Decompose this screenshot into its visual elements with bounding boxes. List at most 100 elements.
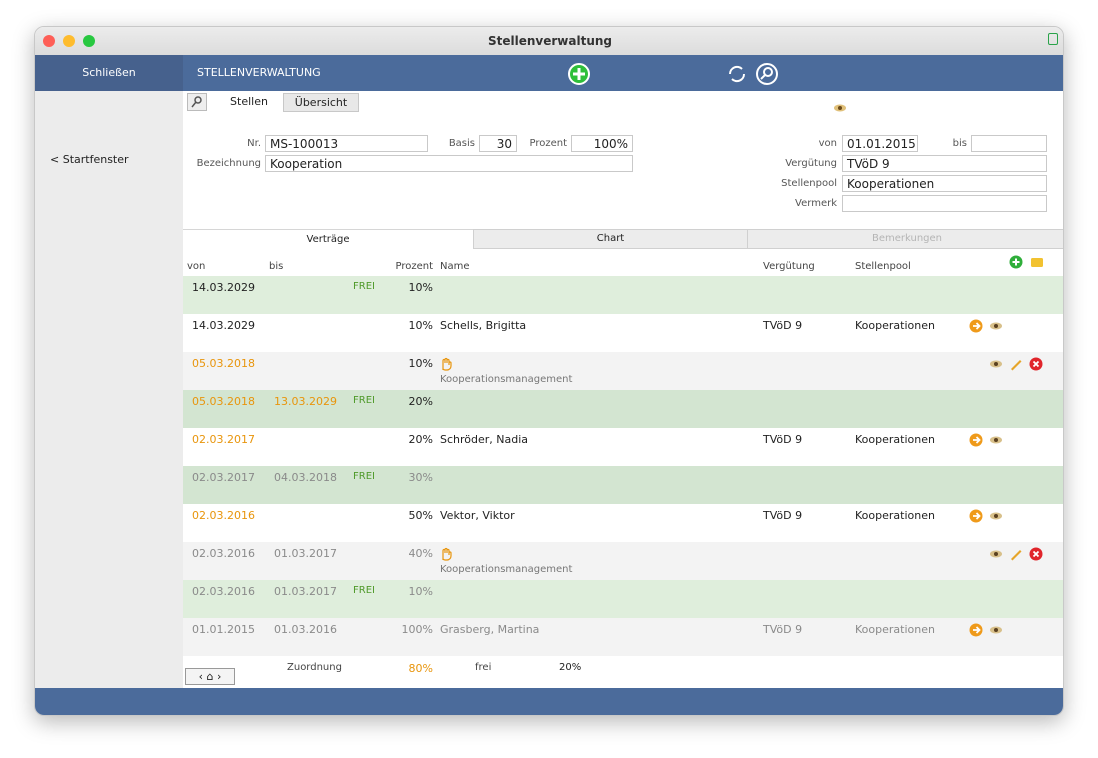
edit-button[interactable] bbox=[1009, 357, 1023, 371]
zoom-dot[interactable] bbox=[83, 35, 95, 47]
column-header: bis bbox=[269, 261, 284, 272]
column-header: von bbox=[187, 261, 206, 272]
table-row[interactable]: 14.03.2029 10% Schells, Brigitta TVöD 9 Koop… bbox=[183, 314, 1063, 352]
cell-name: Grasberg, Martina bbox=[440, 623, 540, 636]
view-button[interactable] bbox=[989, 357, 1003, 371]
refresh-button[interactable] bbox=[725, 62, 749, 86]
cell-bis: 01.03.2016 bbox=[274, 623, 337, 636]
cell-bis: 13.03.2029 bbox=[274, 395, 337, 408]
subtab[interactable]: Chart bbox=[473, 229, 748, 249]
cell-prozent: 20% bbox=[408, 433, 433, 446]
field-label: bis bbox=[952, 138, 967, 149]
cell-von: 05.03.2018 bbox=[192, 357, 255, 370]
view-button[interactable] bbox=[989, 547, 1003, 561]
cell-prozent: 50% bbox=[408, 509, 433, 522]
text-field[interactable]: 01.01.2015 bbox=[842, 135, 918, 152]
cell-von: 14.03.2029 bbox=[192, 281, 255, 294]
close-dot[interactable] bbox=[43, 35, 55, 47]
subtab[interactable]: Bemerkungen bbox=[747, 229, 1063, 249]
column-header: Stellenpool bbox=[855, 261, 911, 272]
table-row[interactable]: 01.01.2015 01.03.2016 100% Grasberg, Martin… bbox=[183, 618, 1063, 656]
view-button[interactable] bbox=[989, 319, 1003, 333]
open-button[interactable] bbox=[969, 623, 983, 637]
cell-frei: FREI bbox=[353, 395, 375, 406]
field-label: von bbox=[818, 138, 837, 149]
field-label: Nr. bbox=[247, 138, 261, 149]
cell-von: 02.03.2016 bbox=[192, 547, 255, 560]
open-button[interactable] bbox=[969, 319, 983, 333]
search-button[interactable] bbox=[755, 62, 779, 86]
table-row[interactable]: 02.03.2016 01.03.2017 40% Kooperationsmanag… bbox=[183, 542, 1063, 580]
field-label: Basis bbox=[448, 138, 475, 149]
back-link[interactable]: < Startfenster bbox=[50, 153, 129, 166]
cell-verguetung: TVöD 9 bbox=[763, 509, 803, 522]
eye-icon[interactable] bbox=[833, 103, 847, 113]
open-button[interactable] bbox=[969, 509, 983, 523]
minimize-dot[interactable] bbox=[63, 35, 75, 47]
table-row[interactable]: 02.03.2017 04.03.2018 FREI 30% bbox=[183, 466, 1063, 504]
cell-pool: Kooperationen bbox=[855, 509, 935, 522]
sidebar: < Startfenster bbox=[35, 91, 184, 688]
table-row[interactable]: 02.03.2016 01.03.2017 FREI 10% bbox=[183, 580, 1063, 618]
add-row-button[interactable] bbox=[1009, 255, 1023, 269]
cell-prozent: 20% bbox=[408, 395, 433, 408]
hand-icon[interactable] bbox=[439, 547, 453, 561]
cell-prozent: 10% bbox=[408, 319, 433, 332]
cell-name: Schells, Brigitta bbox=[440, 319, 527, 332]
settings-icon[interactable] bbox=[187, 93, 207, 111]
text-field[interactable]: MS-100013 bbox=[265, 135, 428, 152]
cell-frei: FREI bbox=[353, 585, 375, 596]
view-button[interactable] bbox=[989, 623, 1003, 637]
table-row[interactable]: 14.03.2029 FREI 10% bbox=[183, 276, 1063, 314]
cell-von: 02.03.2016 bbox=[192, 509, 255, 522]
text-field[interactable]: 30 bbox=[479, 135, 517, 152]
cell-von: 02.03.2017 bbox=[192, 471, 255, 484]
cell-verguetung: TVöD 9 bbox=[763, 319, 803, 332]
edit-button[interactable] bbox=[1009, 547, 1023, 561]
delete-button[interactable] bbox=[1029, 357, 1043, 371]
folder-button[interactable] bbox=[1030, 255, 1044, 269]
summary-label: Zuordnung bbox=[287, 662, 342, 673]
text-field[interactable] bbox=[842, 195, 1047, 212]
status-bar bbox=[35, 688, 1063, 715]
cell-name: Vektor, Viktor bbox=[440, 509, 515, 522]
subtab[interactable]: Verträge bbox=[183, 229, 473, 249]
cell-name: Schröder, Nadia bbox=[440, 433, 529, 446]
tab[interactable]: Übersicht bbox=[283, 93, 359, 112]
content: Stellen Übersicht Nr. MS-100013 Basis 30… bbox=[183, 91, 1063, 688]
cell-verguetung: TVöD 9 bbox=[763, 623, 803, 636]
cell-frei: FREI bbox=[353, 281, 375, 292]
cell-von: 14.03.2029 bbox=[192, 319, 255, 332]
summary-label: frei bbox=[475, 662, 492, 673]
cell-bis: 01.03.2017 bbox=[274, 585, 337, 598]
cell-von: 02.03.2017 bbox=[192, 433, 255, 446]
view-button[interactable] bbox=[989, 433, 1003, 447]
cell-frei: FREI bbox=[353, 471, 375, 482]
table-row[interactable]: 02.03.2017 20% Schröder, Nadia TVöD 9 Kooper… bbox=[183, 428, 1063, 466]
view-button[interactable] bbox=[989, 509, 1003, 523]
close-button[interactable]: Schließen bbox=[82, 66, 136, 79]
tab[interactable]: Stellen bbox=[217, 93, 281, 111]
cell-pool: Kooperationen bbox=[855, 433, 935, 446]
window-title: Stellenverwaltung bbox=[487, 34, 612, 48]
cell-prozent: 100% bbox=[401, 623, 433, 636]
cell-prozent: 30% bbox=[408, 471, 433, 484]
nav-buttons[interactable]: ‹ ⌂ › bbox=[185, 668, 235, 685]
table-row[interactable]: 05.03.2018 10% Kooperationsmanagement bbox=[183, 352, 1063, 390]
table-row[interactable]: 02.03.2016 50% Vektor, Viktor TVöD 9 Koopera… bbox=[183, 504, 1063, 542]
cell-prozent: 10% bbox=[408, 585, 433, 598]
text-field[interactable]: Kooperation bbox=[265, 155, 633, 172]
delete-button[interactable] bbox=[1029, 547, 1043, 561]
table-row[interactable]: 05.03.2018 13.03.2029 FREI 20% bbox=[183, 390, 1063, 428]
text-field[interactable]: Kooperationen bbox=[842, 175, 1047, 192]
text-field[interactable]: TVöD 9 bbox=[842, 155, 1047, 172]
hand-icon[interactable] bbox=[439, 357, 453, 371]
open-button[interactable] bbox=[969, 433, 983, 447]
column-header: Name bbox=[440, 261, 470, 272]
field-label: Vergütung bbox=[785, 158, 837, 169]
text-field[interactable] bbox=[971, 135, 1047, 152]
cell-bis: 04.03.2018 bbox=[274, 471, 337, 484]
add-button[interactable] bbox=[567, 62, 591, 86]
text-field[interactable]: 100% bbox=[571, 135, 633, 152]
